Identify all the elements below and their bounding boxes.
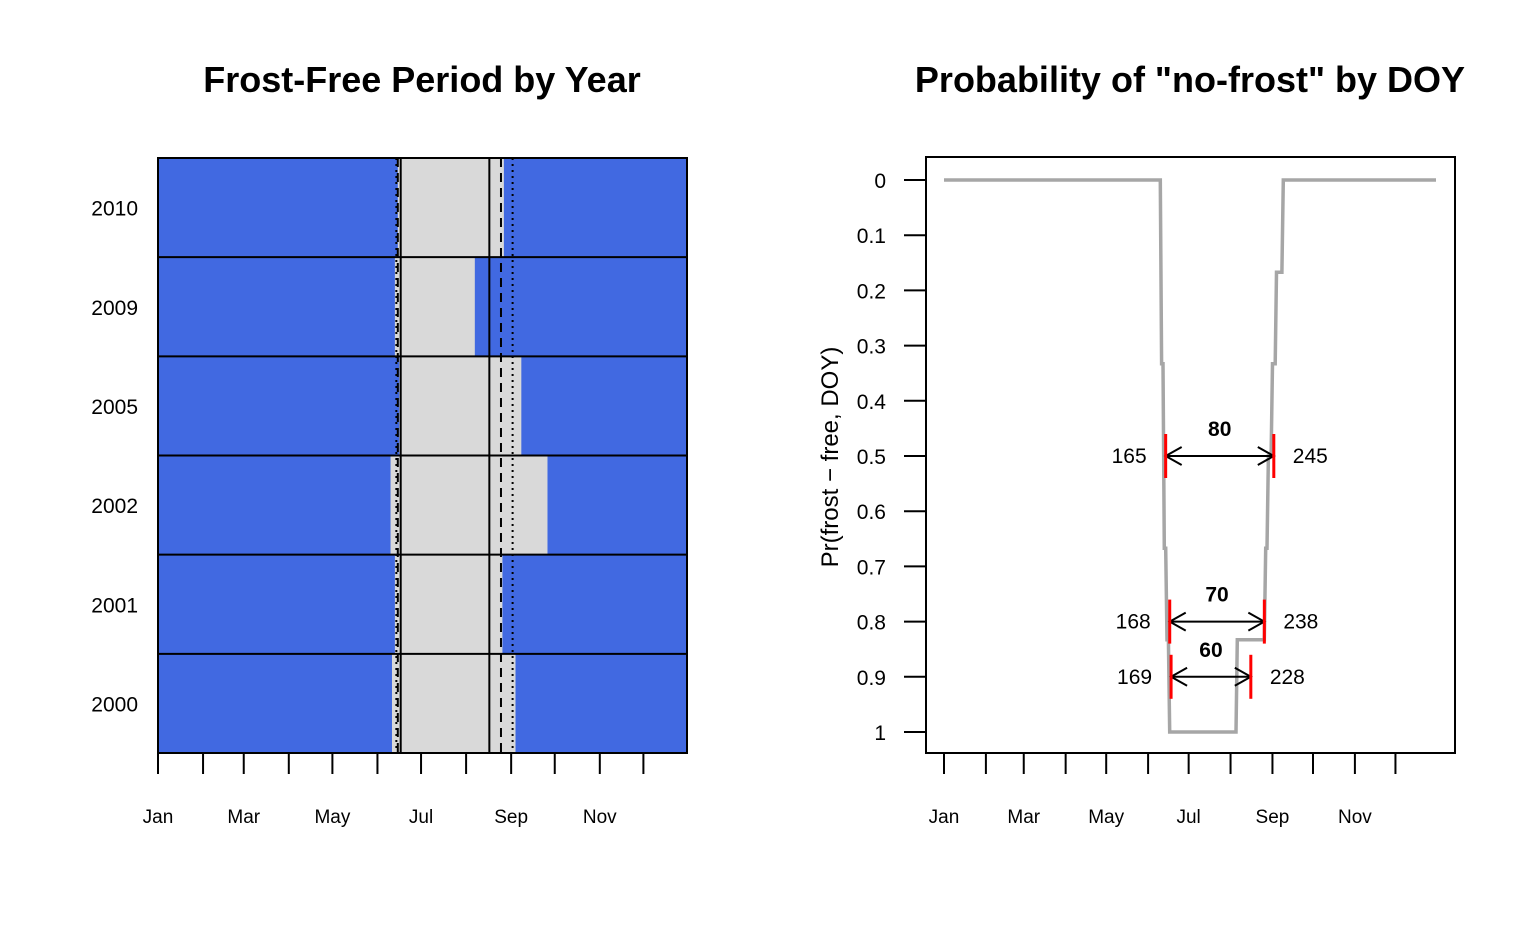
- y-tick-label: 0.3: [857, 336, 886, 359]
- left-panel: Frost-Free Period by Year 20102009200520…: [91, 59, 688, 828]
- right-annotations: 165 245 80 168 238 70 169 228 60: [1112, 418, 1328, 699]
- interval-length-label: 80: [1208, 418, 1231, 441]
- year-label-2010: 2010: [91, 198, 138, 221]
- y-tick-label: 0: [874, 170, 886, 193]
- y-tick-label: 0.7: [857, 556, 886, 579]
- y-tick-label: 1: [874, 722, 886, 745]
- y-tick-label: 0.8: [857, 612, 886, 635]
- start-doy-label: 168: [1116, 611, 1151, 634]
- right-y-axis-title: Pr(frost − free, DOY): [817, 347, 844, 568]
- month-label-may: May: [1088, 807, 1124, 828]
- right-panel: Probability of "no-frost" by DOY 0 0.1 0.2…: [817, 59, 1465, 828]
- month-label-mar: Mar: [227, 807, 260, 828]
- start-doy-label: 165: [1112, 445, 1147, 468]
- month-label-mar: Mar: [1007, 807, 1040, 828]
- end-doy-label: 238: [1283, 611, 1318, 634]
- month-label-jan: Jan: [929, 807, 960, 828]
- month-label-nov: Nov: [583, 807, 617, 828]
- frost-free-cell-2000: [391, 653, 516, 753]
- frost-free-cell-2009: [394, 257, 475, 357]
- month-label-jul: Jul: [1176, 807, 1200, 828]
- y-tick-label: 0.1: [857, 225, 886, 248]
- year-label-2005: 2005: [91, 396, 138, 419]
- month-label-nov: Nov: [1338, 807, 1372, 828]
- frost-free-cell-2010: [397, 158, 504, 258]
- y-tick-label: 0.4: [857, 391, 887, 414]
- frost-free-cell-2001: [394, 554, 503, 654]
- y-tick-label: 0.9: [857, 667, 886, 690]
- y-tick-label: 0.2: [857, 280, 886, 303]
- end-doy-label: 228: [1270, 666, 1305, 689]
- y-tick-label: 0.6: [857, 501, 886, 524]
- right-y-axis: 0 0.1 0.2 0.3 0.4 0.5 0.6 0.7 0.8 0.9 1: [857, 170, 926, 745]
- year-label-2009: 2009: [91, 297, 138, 320]
- year-label-2002: 2002: [91, 495, 138, 518]
- left-plot-frame: [157, 157, 688, 754]
- month-label-jul: Jul: [409, 807, 433, 828]
- month-label-sep: Sep: [494, 807, 528, 828]
- year-label-2001: 2001: [91, 594, 138, 617]
- interval-length-label: 70: [1205, 584, 1228, 607]
- right-chart-title: Probability of "no-frost" by DOY: [915, 59, 1465, 100]
- left-year-labels: 2010 2009 2005 2002 2001 2000: [91, 198, 138, 717]
- probability-curve: [944, 178, 1436, 734]
- left-x-axis: Jan Mar May Jul Sep Nov: [143, 753, 645, 828]
- right-x-axis: Jan Mar May Jul Sep Nov: [929, 753, 1397, 828]
- month-label-may: May: [314, 807, 350, 828]
- y-tick-label: 0.5: [857, 446, 886, 469]
- year-label-2000: 2000: [91, 693, 138, 716]
- left-plot-area: [157, 157, 688, 754]
- month-label-jan: Jan: [143, 807, 174, 828]
- end-doy-label: 245: [1293, 445, 1328, 468]
- month-label-sep: Sep: [1256, 807, 1290, 828]
- frost-free-cell-2002: [390, 455, 548, 555]
- interval-length-label: 60: [1199, 639, 1222, 662]
- left-chart-title: Frost-Free Period by Year: [203, 59, 641, 100]
- start-doy-label: 169: [1117, 666, 1152, 689]
- frost-free-cell-2005: [399, 356, 522, 456]
